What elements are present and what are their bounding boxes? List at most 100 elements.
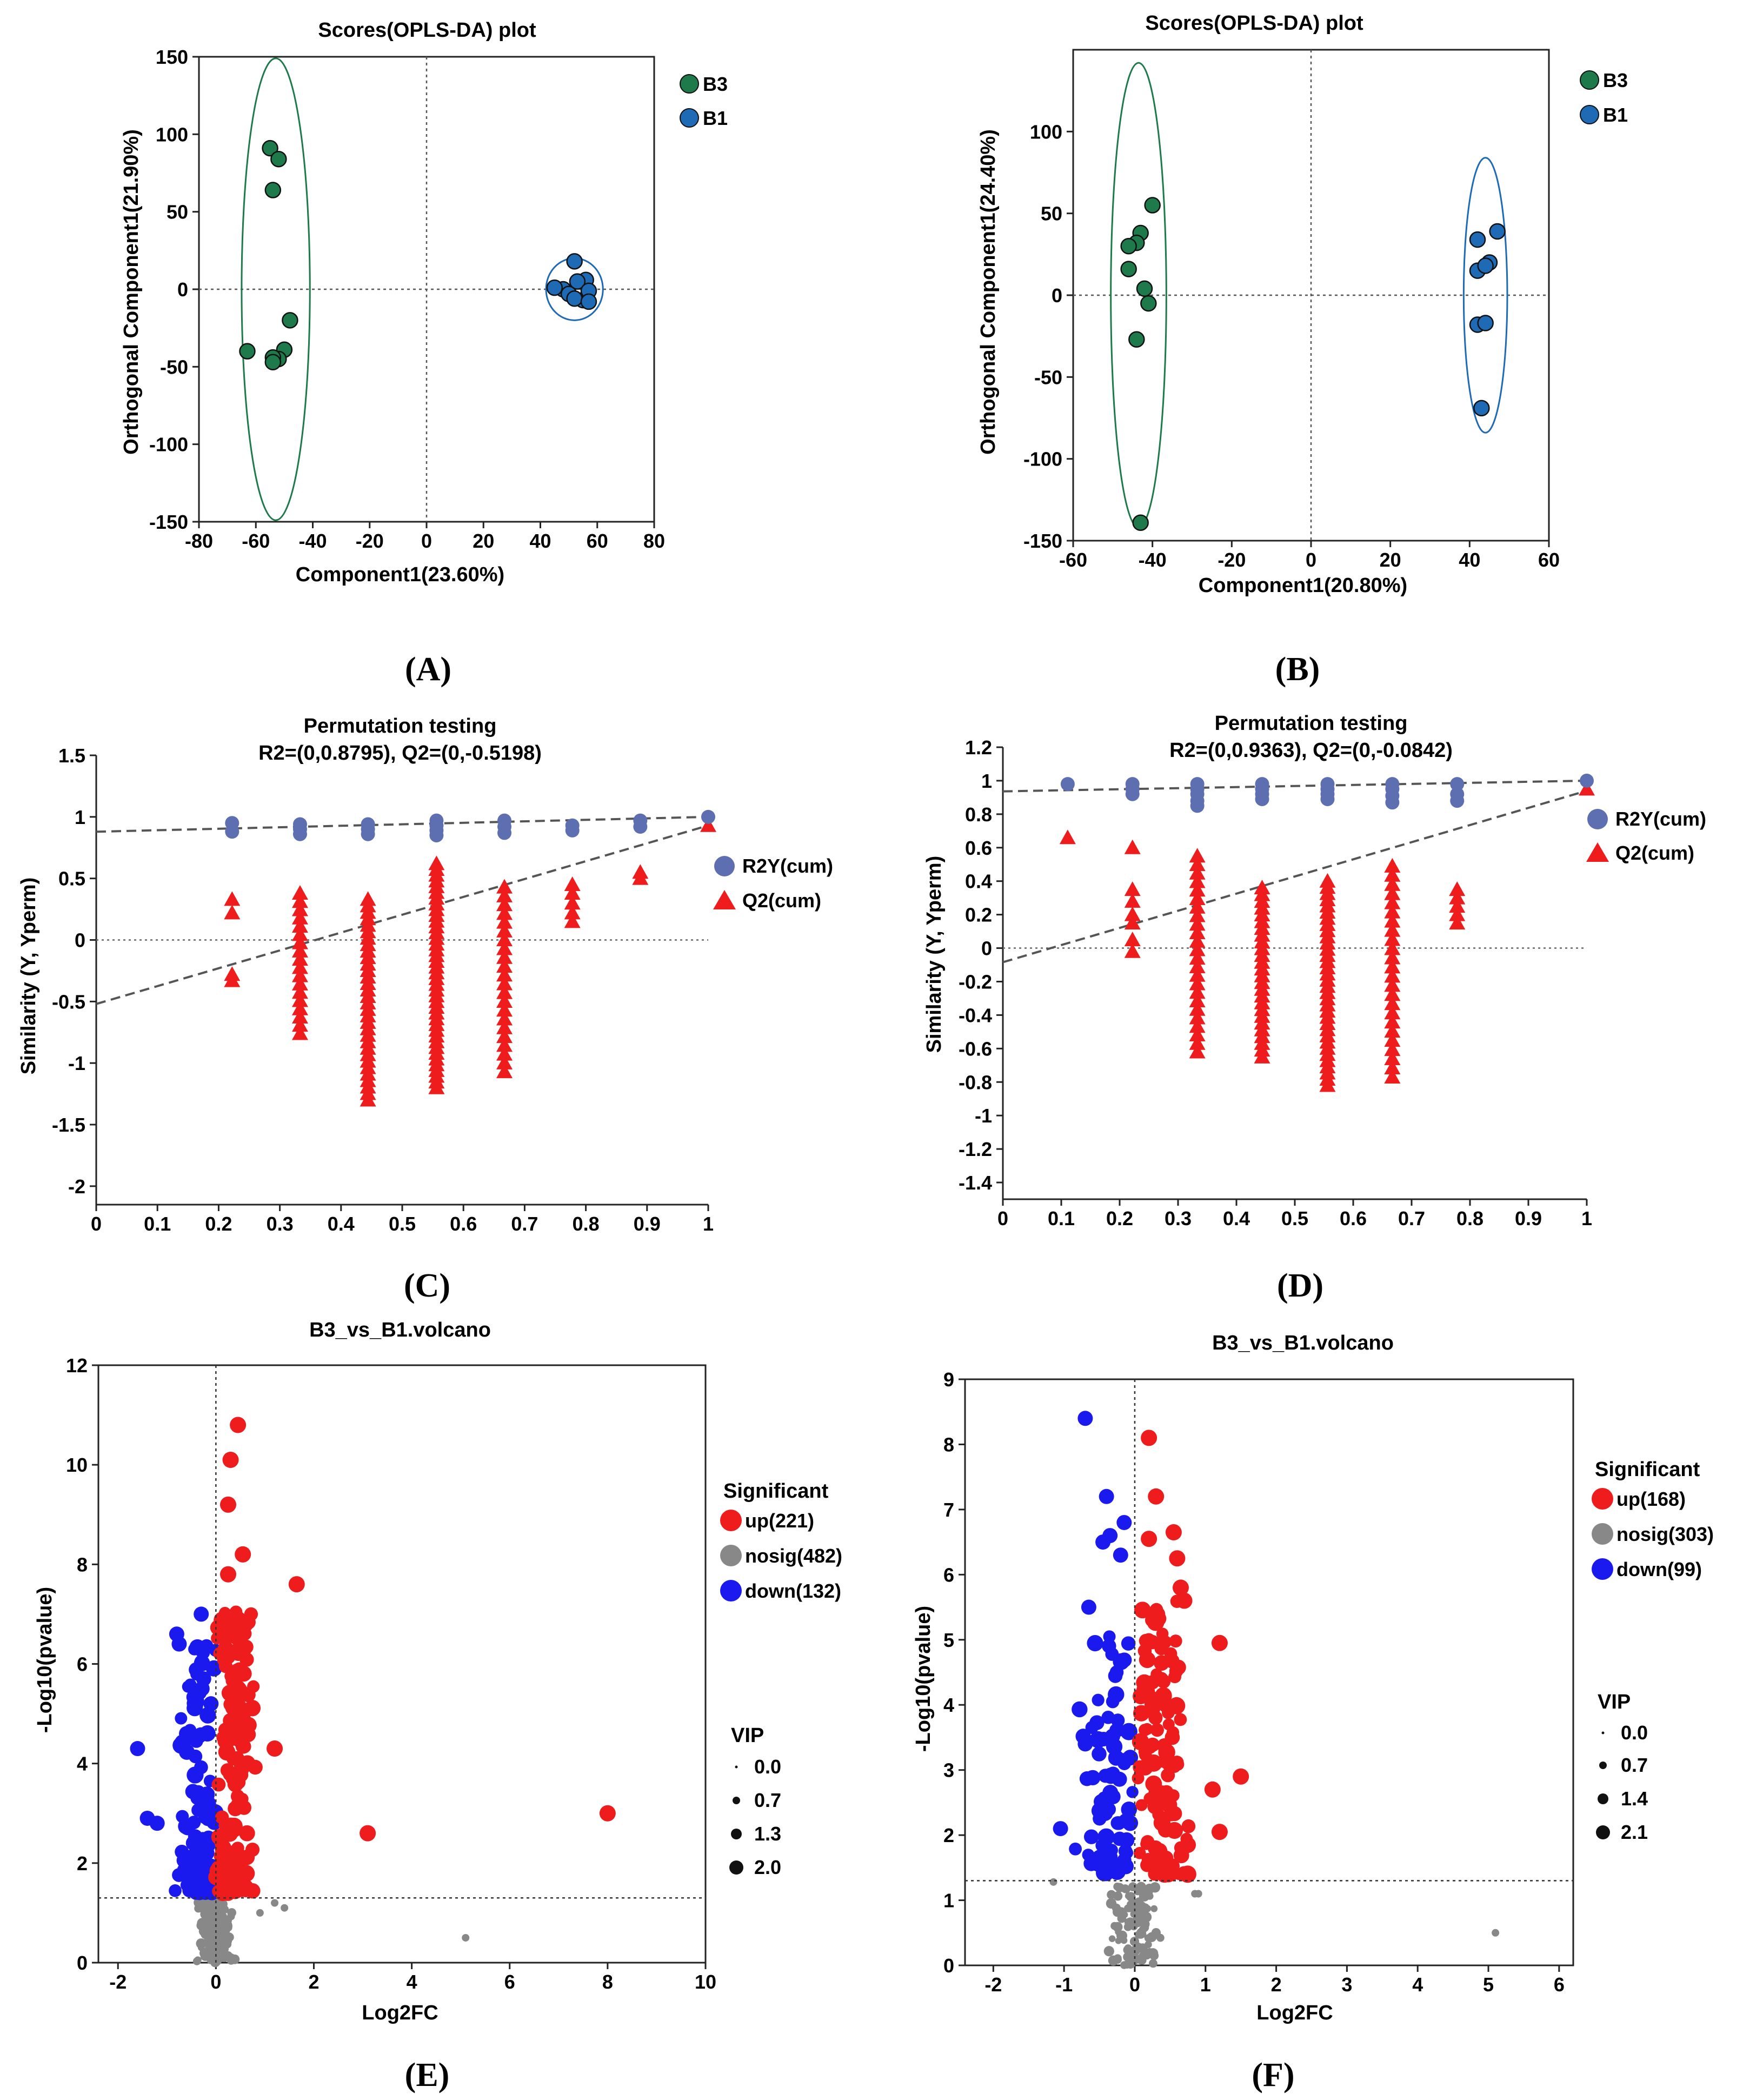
q2-regression-line xyxy=(1002,789,1587,963)
up-point xyxy=(218,1723,233,1737)
q2-point xyxy=(1384,1041,1401,1056)
score-point-b1 xyxy=(569,273,586,290)
panel-f: B3_vs_B1.volcano -2 -1 0 1 2 3 4 5 6 0 1 2 3 4 5 6 7 8 9 L… xyxy=(912,1332,1714,2094)
up-point xyxy=(1133,1846,1146,1859)
x-tick-label: 0.2 xyxy=(1106,1207,1133,1230)
nosig-point xyxy=(1107,1890,1116,1899)
x-tick-label: 0.7 xyxy=(1398,1207,1425,1230)
up-point xyxy=(232,1755,245,1767)
nosig-point xyxy=(1113,1882,1121,1891)
down-point xyxy=(169,1884,182,1897)
q2-point xyxy=(1189,1027,1206,1042)
panel-d-legend: R2Y(cum) Q2(cum) xyxy=(1586,808,1706,864)
q2-point xyxy=(1189,890,1206,906)
y-tick-label: -50 xyxy=(1034,366,1062,388)
q2-point xyxy=(564,913,581,928)
legend-label-nosig: nosig(303) xyxy=(1616,1523,1714,1545)
y-tick-label: 7 xyxy=(943,1499,954,1521)
q2-point xyxy=(1189,1035,1206,1050)
q2-point xyxy=(1189,925,1206,940)
panel-e-title: B3_vs_B1.volcano xyxy=(309,1319,491,1341)
down-point xyxy=(1112,1771,1127,1787)
y-tick-label: -150 xyxy=(149,511,188,533)
r2y-point xyxy=(225,825,240,839)
legend-marker-up xyxy=(720,1510,742,1531)
y-tick-label: -100 xyxy=(149,434,188,456)
down-point xyxy=(180,1820,195,1836)
up-point xyxy=(1233,1768,1249,1785)
r2y-point xyxy=(1255,792,1269,806)
q2-point xyxy=(1189,959,1206,974)
legend-label-q2: Q2(cum) xyxy=(1615,842,1694,864)
legend-label-b1: B1 xyxy=(1603,104,1628,126)
down-point xyxy=(175,1712,188,1725)
y-tick-label: -50 xyxy=(160,356,188,378)
vip-label: 2.1 xyxy=(1621,1821,1648,1843)
x-tick-label: 20 xyxy=(473,530,494,552)
nosig-point xyxy=(1112,1903,1121,1912)
y-tick-label: 5 xyxy=(943,1629,954,1651)
up-point xyxy=(237,1739,251,1753)
up-point xyxy=(230,1417,247,1433)
nosig-point xyxy=(228,1953,235,1961)
q2-point xyxy=(1124,893,1141,908)
up-point xyxy=(220,1763,235,1778)
nosig-point xyxy=(200,1909,210,1919)
nosig-point xyxy=(1123,1952,1133,1962)
up-point xyxy=(219,1496,236,1513)
down-point xyxy=(1106,1694,1120,1709)
vip-marker xyxy=(1599,1762,1607,1769)
x-tick-label: 0.2 xyxy=(205,1213,232,1235)
nosig-point xyxy=(1133,1903,1142,1912)
panel-e-xlabel: Log2FC xyxy=(362,2002,438,2024)
q2-point xyxy=(1124,881,1141,896)
down-point xyxy=(194,1606,209,1622)
down-point xyxy=(130,1741,145,1757)
q2-point xyxy=(1384,949,1401,965)
score-point-b1 xyxy=(566,290,583,307)
y-tick-label: 12 xyxy=(66,1354,88,1377)
x-tick-label: -1 xyxy=(1055,1973,1073,1996)
q2-point xyxy=(564,905,581,920)
y-tick-label: 8 xyxy=(77,1553,88,1576)
down-point xyxy=(187,1697,203,1713)
down-point xyxy=(1087,1634,1103,1652)
q2-point xyxy=(224,905,241,920)
q2-point xyxy=(1384,1032,1401,1047)
q2-point xyxy=(291,975,308,991)
nosig-point xyxy=(225,1932,234,1942)
x-tick-label: 0.3 xyxy=(267,1213,294,1235)
panel-f-ylabel: -Log10(pvalue) xyxy=(912,1606,935,1752)
q2-point xyxy=(496,984,513,999)
q2-point xyxy=(564,885,581,900)
up-point xyxy=(230,1687,247,1705)
up-point xyxy=(1164,1647,1177,1660)
score-point-b3 xyxy=(1140,295,1157,312)
panel-f-plot: -2 -1 0 1 2 3 4 5 6 0 1 2 3 4 5 6 7 8 9 xyxy=(943,1368,1574,1996)
q2-point xyxy=(1384,968,1401,983)
q2-point xyxy=(291,1009,308,1024)
nosig-point xyxy=(1127,1900,1134,1908)
q2-point xyxy=(1189,933,1206,948)
down-point xyxy=(196,1645,210,1660)
nosig-point xyxy=(1136,1882,1146,1892)
legend-label-b3: B3 xyxy=(1603,69,1628,91)
nosig-point xyxy=(1113,1954,1122,1963)
panel-b-plot: -60 -40 -20 0 20 40 60 -150 -100 -50 0 50 100 xyxy=(1023,49,1560,571)
q2-point xyxy=(632,870,649,885)
down-point xyxy=(1113,1653,1130,1670)
panel-f-label: (F) xyxy=(1252,2057,1294,2094)
panel-e-legend: Significant up(221) nosig(482) down(132)… xyxy=(720,1480,842,1878)
panel-c: Permutation testing R2=(0,0.8795), Q2=(0… xyxy=(17,715,833,1304)
vip-label: 1.3 xyxy=(754,1823,781,1845)
x-tick-label: 6 xyxy=(504,1971,515,1993)
x-tick-label: 3 xyxy=(1341,1973,1352,1996)
x-tick-label: -40 xyxy=(298,530,327,552)
q2-point xyxy=(291,934,308,949)
down-point xyxy=(197,1884,214,1900)
nosig-point xyxy=(1115,1928,1122,1936)
down-point xyxy=(1112,1831,1127,1846)
y-tick-label: 150 xyxy=(156,46,188,68)
y-tick-label: 4 xyxy=(77,1753,88,1775)
y-tick-label: 50 xyxy=(167,201,188,223)
